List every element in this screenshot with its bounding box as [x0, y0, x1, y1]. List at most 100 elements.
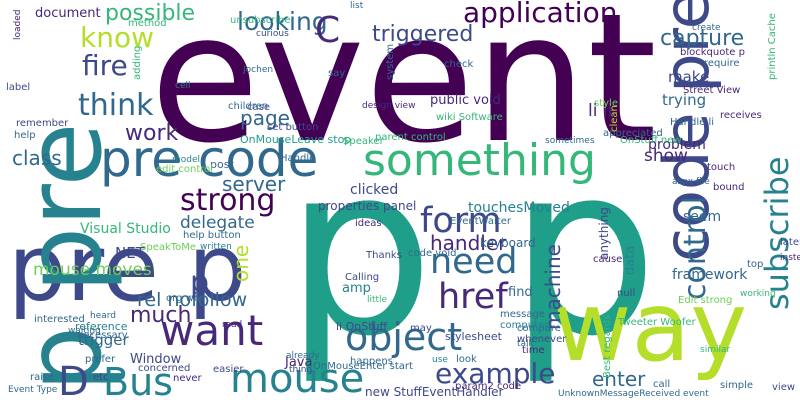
word: cell	[175, 81, 191, 91]
word: appreciated	[603, 128, 663, 139]
word: blockquote p	[680, 47, 745, 58]
word: p	[190, 265, 209, 300]
word: message	[500, 309, 545, 320]
word: control	[678, 196, 713, 300]
word: href	[438, 277, 508, 317]
word: design view	[362, 101, 415, 111]
word: C	[315, 10, 340, 51]
word: p pre	[3, 122, 125, 392]
word: Window	[130, 352, 182, 367]
word: post	[210, 158, 234, 171]
word: OnMouseEnter start	[313, 361, 413, 372]
word: one	[229, 245, 253, 282]
word: waiting	[68, 326, 101, 336]
word: heard	[90, 311, 116, 321]
word: Thanks	[365, 250, 402, 261]
word: simple	[720, 380, 753, 391]
word: Street View	[683, 85, 740, 96]
word: li li	[588, 101, 612, 121]
word: compare	[517, 323, 561, 334]
word: data	[623, 246, 638, 275]
word: object	[345, 315, 462, 359]
word: call	[653, 379, 670, 390]
word: seem	[683, 209, 721, 225]
word: Edit strong	[678, 295, 732, 306]
word: looking	[237, 7, 328, 36]
word: thing	[289, 365, 312, 375]
word: curious	[256, 29, 289, 39]
word: need	[430, 242, 517, 282]
word: delegate	[180, 213, 255, 233]
word: adding	[132, 46, 143, 80]
word: OnStuff new	[620, 135, 682, 146]
word: Handle li	[670, 117, 714, 128]
word: children	[228, 101, 268, 112]
word: similar	[700, 345, 730, 355]
word: require	[704, 58, 740, 69]
word: find	[508, 285, 533, 300]
word: page	[240, 106, 290, 130]
word: wiki Software	[436, 112, 503, 123]
word: loaded	[13, 10, 23, 41]
word: instead	[780, 253, 800, 263]
word: stylesheet	[445, 330, 503, 343]
word: read	[222, 320, 242, 330]
word: receives	[720, 110, 762, 121]
word: Jochen	[242, 65, 273, 75]
word: top	[747, 259, 763, 270]
word: server	[222, 172, 286, 196]
word: framework	[672, 267, 748, 283]
word: look	[456, 354, 477, 365]
word: later	[780, 237, 800, 248]
word: interested	[34, 314, 85, 325]
word: concerned	[138, 363, 190, 374]
word: aspx file	[672, 177, 710, 187]
word: label	[6, 82, 30, 93]
word: Handle	[280, 153, 315, 164]
word: something	[363, 135, 596, 186]
word: null	[617, 288, 635, 299]
word: Visual Studio	[80, 221, 171, 237]
word: machine	[541, 244, 565, 330]
word: mouse	[230, 356, 364, 400]
word: computer	[500, 320, 549, 331]
word: code pre	[650, 0, 723, 262]
word: make	[668, 68, 709, 86]
word: new StuffEventHandler	[365, 385, 504, 399]
word: pre code	[100, 130, 318, 188]
word: use	[432, 355, 448, 365]
word: way	[553, 271, 747, 383]
word: application	[463, 0, 617, 29]
word: li OnStuff	[336, 320, 388, 333]
word: Event Type	[8, 385, 58, 395]
word: handler	[430, 231, 507, 255]
word: know	[80, 21, 154, 54]
word: set button	[267, 122, 318, 133]
word: working	[740, 289, 776, 299]
word: keyboard	[480, 236, 536, 250]
word: happens	[350, 356, 393, 367]
word: rel nofollow	[137, 289, 247, 311]
word: triggered	[372, 22, 473, 47]
word: p p	[285, 115, 658, 388]
word: strong	[180, 183, 275, 218]
word: org wiki	[166, 293, 205, 304]
word: Calling	[345, 272, 379, 283]
word: already	[286, 351, 320, 361]
word: println Cache	[767, 13, 778, 80]
word: SpeakToMe	[140, 242, 196, 253]
word: model	[172, 155, 200, 165]
word: public void	[430, 93, 501, 108]
word: EventWaiter	[450, 216, 512, 227]
word: code void	[408, 248, 456, 259]
word: properties panel	[318, 199, 416, 213]
word: fire	[82, 49, 128, 82]
word: whenever	[517, 334, 567, 345]
word: amp	[342, 281, 371, 296]
word: possible	[105, 1, 195, 26]
word: unsubscribe	[230, 15, 291, 26]
word: help	[14, 130, 36, 141]
word: written	[200, 242, 232, 252]
